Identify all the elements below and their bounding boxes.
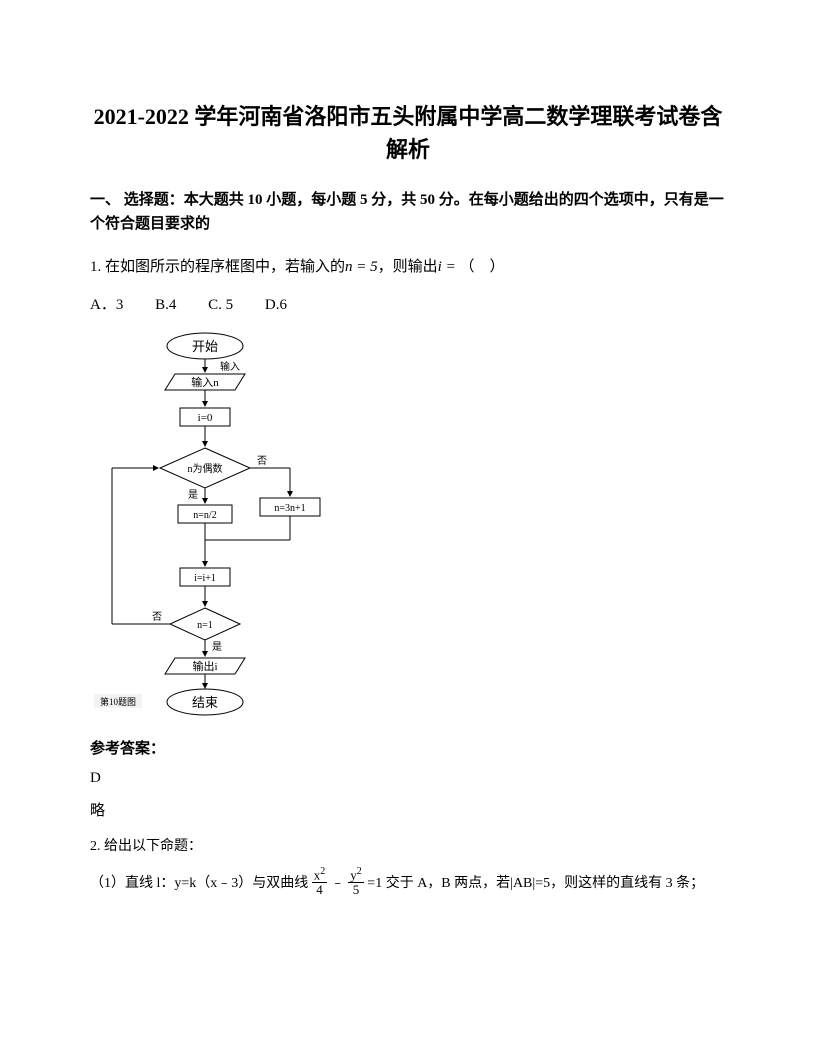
flow-cond-end: n=1: [197, 620, 213, 631]
document-page: 2021-2022 学年河南省洛阳市五头附属中学高二数学理联考试卷含解析 一、 …: [0, 0, 816, 1056]
flow-odd-branch: n=3n+1: [274, 503, 305, 514]
q1-option-c: C. 5: [208, 297, 233, 314]
flow-yes-2: 是: [212, 641, 222, 653]
q1-option-d: D.6: [265, 297, 287, 314]
flowchart-svg: 开始 输入 输入n i=0 n为偶数 否 是 n=3n+1: [90, 328, 340, 718]
q2-frac1-den: 4: [312, 883, 328, 896]
question-2-stem: 2. 给出以下命题：: [90, 832, 726, 863]
flow-no-1: 否: [257, 455, 267, 467]
page-title: 2021-2022 学年河南省洛阳市五头附属中学高二数学理联考试卷含解析: [90, 100, 726, 166]
q1-stem-suffix: （ ）: [459, 259, 504, 275]
q2-p1-b: ﹣: [331, 876, 345, 891]
flow-even-branch: n=n/2: [193, 510, 216, 521]
question-1-stem: 1. 在如图所示的程序框图中，若输入的n = 5，则输出i = （ ）: [90, 254, 726, 281]
flow-output: 输出i: [192, 659, 217, 673]
answer-value: D: [90, 770, 726, 787]
flow-yes-1: 是: [188, 489, 198, 501]
q1-out-math: i =: [438, 259, 456, 275]
flow-end-label: 结束: [192, 695, 218, 710]
flow-cond-even: n为偶数: [188, 462, 223, 475]
q1-cond-math: n = 5: [345, 259, 378, 275]
q1-stem-mid: ，则输出: [378, 259, 438, 275]
flow-input-n: 输入n: [191, 375, 219, 389]
question-2-p1: （1）直线 l：y=k（x﹣3）与双曲线 x2 4 ﹣ y2 5 =1 交于 A…: [90, 869, 726, 900]
q2-frac-2: y2 5: [348, 867, 364, 895]
flow-init: i=0: [198, 412, 213, 424]
q2-frac1-sup: 2: [320, 866, 325, 877]
flow-caption: 第10题图: [100, 696, 136, 707]
flow-input-annot: 输入: [220, 360, 240, 373]
answer-header: 参考答案：: [90, 737, 726, 758]
section-1-header: 一、 选择题：本大题共 10 小题，每小题 5 分，共 50 分。在每小题给出的…: [90, 188, 726, 236]
q2-frac-1: x2 4: [312, 867, 328, 895]
flow-no-2: 否: [152, 611, 162, 623]
q2-frac2-den: 5: [348, 883, 364, 896]
q1-stem-prefix: 1. 在如图所示的程序框图中，若输入的: [90, 259, 345, 275]
q2-p1-a: （1）直线 l：y=k（x﹣3）与双曲线: [90, 876, 308, 891]
q1-option-b: B.4: [155, 297, 176, 314]
flow-start-label: 开始: [192, 339, 218, 354]
q2-frac2-sup: 2: [357, 866, 362, 877]
q2-p1-c: =1 交于 A，B 两点，若|AB|=5，则这样的直线有 3 条；: [367, 876, 704, 891]
flowchart-figure: 开始 输入 输入n i=0 n为偶数 否 是 n=3n+1: [90, 328, 340, 723]
flow-inc: i=i+1: [194, 573, 216, 584]
answer-note: 略: [90, 799, 726, 820]
q1-option-a: A．3: [90, 293, 123, 314]
question-1-options: A．3 B.4 C. 5 D.6: [90, 293, 726, 314]
